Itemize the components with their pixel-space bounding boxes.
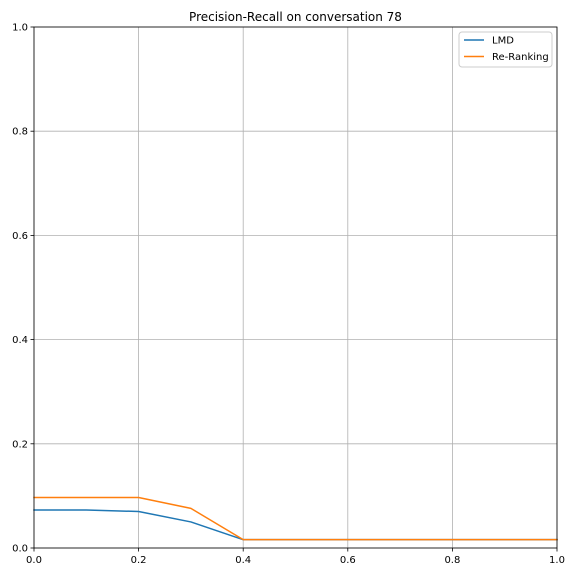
y-tick-label: 0.2 <box>12 439 28 450</box>
y-tick-label: 0.8 <box>12 127 28 138</box>
x-tick-label: 0.4 <box>235 555 251 566</box>
series-line-re-ranking <box>33 496 558 541</box>
legend: LMD Re-Ranking <box>458 31 553 68</box>
legend-label-re-ranking: Re-Ranking <box>492 52 549 63</box>
legend-label-lmd: LMD <box>492 36 514 47</box>
chart-title: Precision-Recall on conversation 78 <box>189 10 402 24</box>
plot-area <box>34 27 557 548</box>
y-tick-label: 0.0 <box>12 544 28 555</box>
axis-ticks: 0.0 0.2 0.4 0.6 0.8 1.0 0.0 0.2 0.4 0.6 0.8 1.0 <box>12 23 565 567</box>
x-tick-label: 0.0 <box>26 555 42 566</box>
x-tick-label: 0.8 <box>444 555 460 566</box>
y-tick-label: 1.0 <box>12 23 28 34</box>
x-tick-label: 0.2 <box>131 555 147 566</box>
x-tick-label: 1.0 <box>549 555 565 566</box>
axes-frame <box>33 26 558 549</box>
series-lines <box>33 496 558 541</box>
x-tick-label: 0.6 <box>340 555 356 566</box>
y-tick-label: 0.6 <box>12 231 28 242</box>
grid-lines <box>33 26 558 549</box>
y-tick-label: 0.4 <box>12 335 28 346</box>
